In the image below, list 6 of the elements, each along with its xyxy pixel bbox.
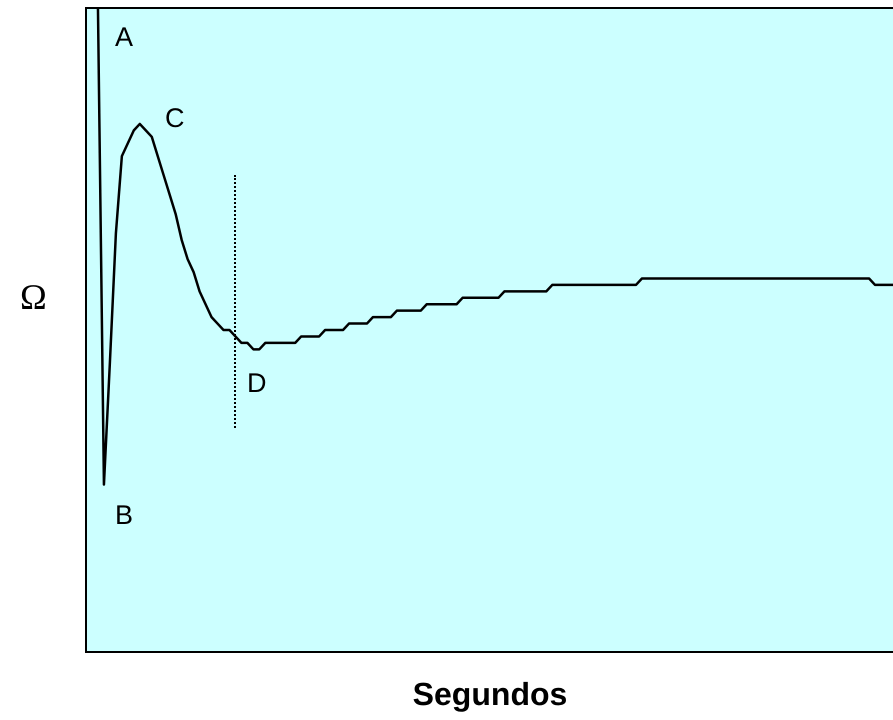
x-axis-title: Segundos <box>412 676 568 713</box>
y-axis-title: Ω <box>20 276 47 318</box>
annotation: D <box>247 368 266 399</box>
annotation: A <box>115 22 134 53</box>
annotation: B <box>115 500 134 531</box>
annotation: C <box>165 103 184 134</box>
